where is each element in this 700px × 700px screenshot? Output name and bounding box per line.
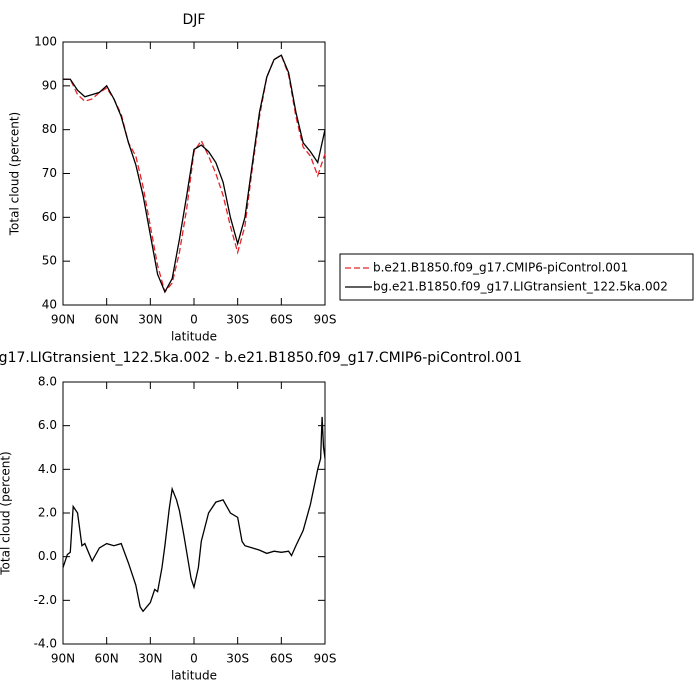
- plot-frame: [62, 41, 326, 306]
- x-tick-label: 30S: [226, 313, 249, 327]
- y-axis-label: Total cloud (percent): [0, 451, 13, 575]
- x-tick-label: 90N: [51, 313, 75, 327]
- x-tick-label: 30N: [138, 313, 162, 327]
- y-axis-label: Total cloud (percent): [8, 112, 22, 236]
- x-axis-label: latitude: [171, 330, 217, 344]
- y-tick-label: 60: [42, 210, 57, 224]
- chart-title: bg.e21.B1850.f09_g17.LIGtransient_122.5k…: [0, 350, 522, 366]
- y-tick-label: 90: [42, 78, 57, 92]
- y-tick-label: 80: [42, 122, 57, 136]
- data-line: [62, 416, 326, 613]
- y-tick-label: 4.0: [38, 462, 57, 476]
- x-tick-label: 30S: [226, 652, 249, 666]
- y-tick-label: -4.0: [34, 637, 57, 651]
- legend-box: [339, 253, 694, 301]
- chart-title: DJF: [183, 12, 206, 28]
- y-tick-label: 40: [42, 298, 57, 312]
- x-tick-label: 0: [190, 652, 198, 666]
- x-tick-label: 60S: [270, 652, 293, 666]
- y-tick-label: 6.0: [38, 418, 57, 432]
- x-tick-label: 90S: [314, 313, 337, 327]
- plot-frame: [62, 381, 326, 645]
- x-tick-label: 60S: [270, 313, 293, 327]
- y-tick-label: 100: [34, 35, 57, 49]
- x-tick-label: 30N: [138, 652, 162, 666]
- x-tick-label: 60N: [95, 313, 119, 327]
- legend-label: bg.e21.B1850.f09_g17.LIGtransient_122.5k…: [373, 280, 668, 294]
- legend-label: b.e21.B1850.f09_g17.CMIP6-piControl.001: [373, 261, 628, 275]
- x-tick-label: 60N: [95, 652, 119, 666]
- y-tick-label: 8.0: [38, 375, 57, 389]
- data-line: [63, 54, 326, 294]
- x-tick-label: 90S: [314, 652, 337, 666]
- y-tick-label: 0.0: [38, 549, 57, 563]
- y-tick-label: 70: [42, 166, 57, 180]
- y-tick-label: 2.0: [38, 506, 57, 520]
- x-tick-label: 90N: [51, 652, 75, 666]
- y-tick-label: -2.0: [34, 593, 57, 607]
- y-tick-label: 50: [42, 254, 57, 268]
- x-tick-label: 0: [190, 313, 198, 327]
- x-axis-label: latitude: [171, 669, 217, 683]
